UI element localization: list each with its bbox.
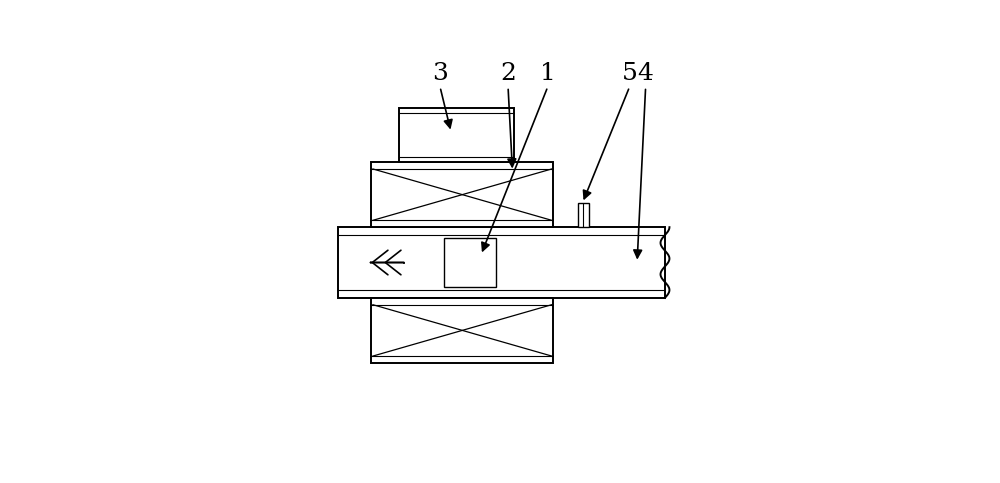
Text: 2: 2 [500,62,516,85]
Bar [578,203,589,227]
Bar [399,108,514,162]
Bar [444,238,496,287]
Text: 4: 4 [638,62,654,85]
Bar [338,227,665,298]
Text: 3: 3 [432,62,448,85]
Bar [371,298,553,363]
Bar [371,162,553,227]
Text: 1: 1 [540,62,556,85]
Text: 5: 5 [622,62,638,85]
